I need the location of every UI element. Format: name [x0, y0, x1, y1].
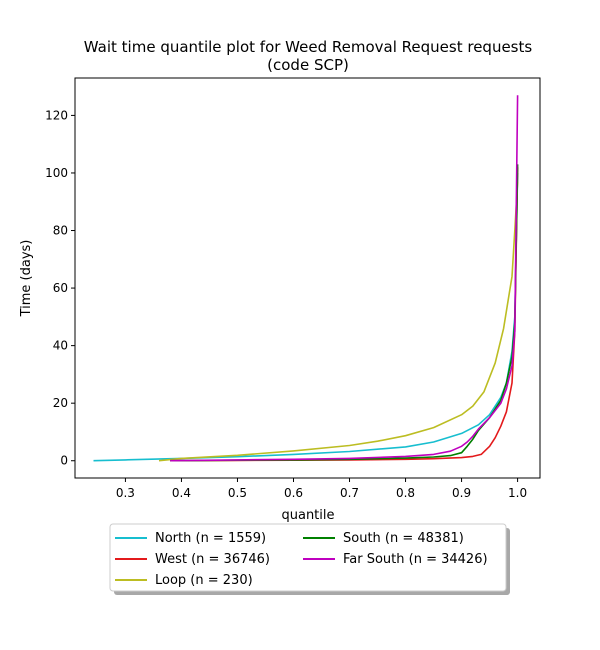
- y-tick-label: 120: [45, 108, 68, 122]
- plot-frame: [74, 77, 541, 479]
- x-axis-label: quantile: [281, 508, 334, 523]
- x-axis: 0.3 0.4 0.5 0.6 0.7 0.8 0.9 1.0: [116, 478, 527, 500]
- series-line-2: [158, 181, 519, 462]
- y-axis: 0 20 40 60 80 100 120: [45, 108, 75, 468]
- legend-label: Far South (n = 34426): [343, 552, 488, 567]
- y-tick-label: 100: [45, 166, 68, 180]
- x-tick-label: 0.9: [452, 486, 471, 500]
- legend-label: Loop (n = 230): [155, 573, 253, 588]
- x-tick-label: 0.5: [228, 486, 247, 500]
- x-tick-label: 1.0: [508, 486, 527, 500]
- y-tick-label: 20: [53, 396, 68, 410]
- x-tick-label: 0.8: [396, 486, 415, 500]
- legend-label: West (n = 36746): [155, 552, 270, 567]
- chart-title: Wait time quantile plot for Weed Removal…: [84, 38, 533, 56]
- x-tick-label: 0.6: [284, 486, 303, 500]
- legend-label: South (n = 48381): [343, 531, 464, 546]
- y-tick-label: 80: [53, 224, 68, 238]
- x-tick-label: 0.3: [116, 486, 135, 500]
- plot-lines: [93, 95, 519, 462]
- series-line-4: [170, 95, 519, 462]
- y-tick-label: 40: [53, 339, 68, 353]
- x-tick-label: 0.7: [340, 486, 359, 500]
- y-axis-label: Time (days): [19, 240, 34, 318]
- y-tick-label: 60: [53, 281, 68, 295]
- x-tick-label: 0.4: [172, 486, 191, 500]
- legend: North (n = 1559) West (n = 36746) Loop (n …: [109, 523, 510, 595]
- series-line-1: [170, 167, 519, 462]
- y-tick-label: 0: [60, 454, 68, 468]
- chart-subtitle: (code SCP): [267, 56, 349, 74]
- series-line-3: [170, 164, 519, 462]
- legend-label: North (n = 1559): [155, 531, 266, 546]
